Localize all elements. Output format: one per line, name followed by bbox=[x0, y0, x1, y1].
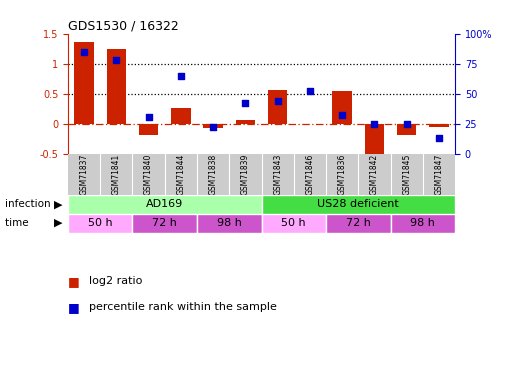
Text: 98 h: 98 h bbox=[217, 218, 242, 228]
Bar bbox=[139, 124, 158, 135]
Text: ■: ■ bbox=[68, 301, 84, 314]
Bar bbox=[429, 124, 449, 127]
Bar bbox=[268, 90, 287, 124]
Text: percentile rank within the sample: percentile rank within the sample bbox=[89, 303, 277, 312]
Bar bbox=[68, 214, 132, 232]
Text: time: time bbox=[5, 218, 32, 228]
Point bbox=[241, 100, 249, 106]
Text: ▶: ▶ bbox=[54, 200, 63, 209]
Text: GSM71837: GSM71837 bbox=[79, 154, 88, 195]
Text: ▶: ▶ bbox=[54, 218, 63, 228]
Bar bbox=[262, 214, 326, 232]
Text: GSM71843: GSM71843 bbox=[273, 154, 282, 195]
Text: GSM71847: GSM71847 bbox=[435, 154, 444, 195]
Bar bbox=[262, 195, 455, 214]
Text: ■: ■ bbox=[68, 275, 84, 288]
Point bbox=[80, 49, 88, 55]
Text: 72 h: 72 h bbox=[152, 218, 177, 228]
Point bbox=[370, 121, 379, 127]
Text: GSM71844: GSM71844 bbox=[176, 154, 185, 195]
Point bbox=[305, 88, 314, 94]
Bar bbox=[391, 214, 455, 232]
Bar bbox=[365, 124, 384, 155]
Text: GSM71839: GSM71839 bbox=[241, 154, 250, 195]
Text: GDS1530 / 16322: GDS1530 / 16322 bbox=[68, 20, 179, 33]
Bar bbox=[333, 91, 352, 124]
Text: 72 h: 72 h bbox=[346, 218, 371, 228]
Bar bbox=[68, 195, 262, 214]
Point bbox=[177, 73, 185, 79]
Text: US28 deficient: US28 deficient bbox=[317, 200, 399, 209]
Bar bbox=[197, 214, 262, 232]
Text: log2 ratio: log2 ratio bbox=[89, 276, 142, 286]
Point bbox=[144, 114, 153, 120]
Bar bbox=[236, 120, 255, 124]
Point bbox=[435, 135, 443, 141]
Bar bbox=[74, 42, 94, 124]
Point bbox=[274, 98, 282, 104]
Text: AD169: AD169 bbox=[146, 200, 184, 209]
Text: 50 h: 50 h bbox=[281, 218, 306, 228]
Bar bbox=[107, 49, 126, 124]
Text: infection: infection bbox=[5, 200, 54, 209]
Bar bbox=[326, 214, 391, 232]
Text: GSM71841: GSM71841 bbox=[112, 154, 121, 195]
Text: GSM71840: GSM71840 bbox=[144, 154, 153, 195]
Text: 50 h: 50 h bbox=[88, 218, 112, 228]
Text: 98 h: 98 h bbox=[411, 218, 435, 228]
Point bbox=[209, 124, 218, 130]
Point bbox=[112, 57, 120, 63]
Point bbox=[403, 121, 411, 127]
Bar bbox=[132, 214, 197, 232]
Bar bbox=[171, 108, 190, 124]
Text: GSM71846: GSM71846 bbox=[305, 154, 314, 195]
Point bbox=[338, 112, 346, 118]
Bar bbox=[203, 124, 223, 128]
Bar bbox=[397, 124, 416, 135]
Text: GSM71836: GSM71836 bbox=[338, 154, 347, 195]
Text: GSM71842: GSM71842 bbox=[370, 154, 379, 195]
Text: GSM71845: GSM71845 bbox=[402, 154, 411, 195]
Text: GSM71838: GSM71838 bbox=[209, 154, 218, 195]
